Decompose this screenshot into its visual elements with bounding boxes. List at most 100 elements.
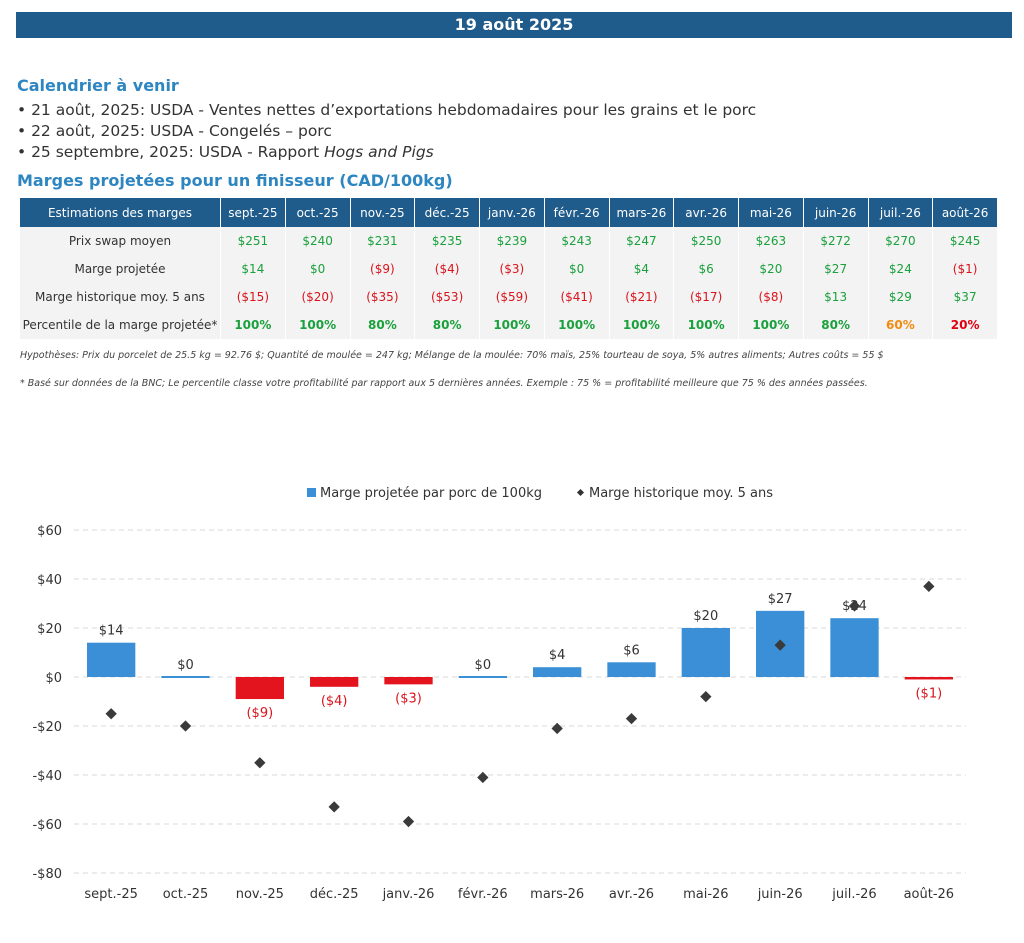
- legend-bar-entry: Marge projetée par porc de 100kg: [307, 486, 542, 501]
- historic-marker: [328, 801, 340, 813]
- historic-marker: [774, 639, 786, 651]
- calendar-item: • 22 août, 2025: USDA - Congelés – porc: [17, 122, 332, 140]
- bar: [830, 618, 879, 677]
- table-cell: ($1): [932, 255, 998, 283]
- table-row-label: Percentile de la marge projetée*: [20, 311, 221, 339]
- x-tick-label: mai-26: [683, 887, 728, 902]
- table-header-label: Estimations des marges: [20, 198, 221, 227]
- bar: [533, 667, 582, 677]
- table-cell: ($15): [220, 283, 286, 311]
- bar-data-label: $4: [549, 648, 566, 663]
- table-cell: 80%: [414, 311, 480, 339]
- historic-marker: [625, 712, 638, 725]
- table-row: Prix swap moyen $251 $240 $231 $235 $239 $243 $…: [20, 227, 998, 255]
- table-cell: $250: [673, 227, 739, 255]
- table-cell: $239: [479, 227, 545, 255]
- table-cell: $6: [673, 255, 739, 283]
- bar-data-label: $0: [475, 658, 492, 673]
- legend-marker-entry: Marge historique moy. 5 ans: [576, 486, 773, 501]
- table-cell: $231: [350, 227, 416, 255]
- historic-marker: [477, 771, 489, 784]
- table-cell: $235: [414, 227, 480, 255]
- table-row-label: Marge projetée: [20, 255, 221, 283]
- table-row: Marge historique moy. 5 ans ($15) ($20) ($3…: [20, 283, 998, 311]
- historic-marker: [848, 600, 861, 612]
- calendar-item: • 25 septembre, 2025: USDA - Rapport Hog…: [17, 143, 434, 161]
- table-cell: $14: [220, 255, 286, 283]
- table-header-row: Estimations des marges sept.-25 oct.-25 no…: [20, 198, 998, 227]
- bar: [310, 677, 359, 687]
- table-cell: $245: [932, 227, 998, 255]
- x-tick-label: mars-26: [530, 887, 584, 902]
- bar: [235, 677, 284, 700]
- bar: [458, 676, 507, 678]
- margins-table: Estimations des marges sept.-25 oct.-25 no…: [20, 198, 998, 339]
- bar-data-label: $14: [99, 624, 124, 639]
- x-tick-label: févr.-26: [458, 887, 508, 902]
- table-header-month: juil.-26: [868, 198, 934, 227]
- table-cell: 100%: [479, 311, 545, 339]
- percentile-note: * Basé sur données de la BNC; Le percent…: [20, 378, 868, 389]
- historic-marker: [105, 708, 117, 720]
- table-row: Percentile de la marge projetée* 100% 100%…: [20, 311, 998, 339]
- y-tick-label: -$20: [32, 720, 62, 735]
- historic-marker: [402, 815, 415, 828]
- bar-data-label: ($9): [246, 706, 273, 721]
- table-cell: 100%: [285, 311, 351, 339]
- margins-section-title: Marges projetées pour un finisseur (CAD/…: [17, 171, 453, 190]
- table-header-month: juin-26: [803, 198, 869, 227]
- table-row: Marge projetée $14 $0 ($9) ($4) ($3) $0 $4 $6 $20…: [20, 255, 998, 283]
- y-tick-label: -$40: [32, 769, 62, 784]
- historic-marker: [700, 690, 712, 703]
- table-header-month: mai-26: [738, 198, 804, 227]
- table-header-month: févr.-26: [544, 198, 610, 227]
- table-cell: 80%: [350, 311, 416, 339]
- date-text: 19 août 2025: [454, 15, 574, 34]
- bar: [607, 662, 656, 677]
- table-cell: ($21): [609, 283, 675, 311]
- bar: [681, 628, 730, 677]
- table-cell: 100%: [673, 311, 739, 339]
- historic-marker: [551, 722, 563, 735]
- table-cell: 20%: [932, 311, 998, 339]
- table-cell: ($41): [544, 283, 610, 311]
- table-cell: 100%: [609, 311, 675, 339]
- table-header-month: sept.-25: [220, 198, 286, 227]
- table-cell: ($3): [479, 255, 545, 283]
- table-cell: $27: [803, 255, 869, 283]
- table-cell: 100%: [544, 311, 610, 339]
- x-tick-label: juin-26: [757, 887, 803, 902]
- y-tick-label: $0: [45, 671, 62, 686]
- calendar-item: • 21 août, 2025: USDA - Ventes nettes d’…: [17, 101, 757, 119]
- x-tick-label: juil.-26: [831, 887, 876, 902]
- y-tick-label: $60: [37, 524, 62, 539]
- table-cell: $13: [803, 283, 869, 311]
- table-cell: $29: [868, 283, 934, 311]
- y-tick-label: $20: [37, 622, 62, 637]
- bar: [384, 677, 433, 685]
- x-tick-label: nov.-25: [236, 887, 284, 902]
- bar: [904, 677, 953, 680]
- bar-data-label: $6: [623, 643, 640, 658]
- table-header-month: déc.-25: [414, 198, 480, 227]
- y-tick-label: -$80: [32, 867, 62, 882]
- table-cell: ($59): [479, 283, 545, 311]
- table-cell: ($53): [414, 283, 480, 311]
- table-header-month: nov.-25: [350, 198, 416, 227]
- x-tick-label: avr.-26: [609, 887, 654, 902]
- table-cell: 100%: [220, 311, 286, 339]
- table-cell: 60%: [868, 311, 934, 339]
- historic-marker: [179, 720, 192, 732]
- table-cell: ($4): [414, 255, 480, 283]
- table-header-month: avr.-26: [673, 198, 739, 227]
- bar-data-label: ($3): [395, 691, 422, 706]
- table-cell: $243: [544, 227, 610, 255]
- x-tick-label: janv.-26: [382, 887, 435, 902]
- bar-data-label: $20: [693, 609, 718, 624]
- table-cell: $247: [609, 227, 675, 255]
- y-tick-label: -$60: [32, 818, 62, 833]
- x-tick-label: août-26: [904, 887, 955, 902]
- table-cell: $24: [868, 255, 934, 283]
- historic-marker: [923, 580, 935, 593]
